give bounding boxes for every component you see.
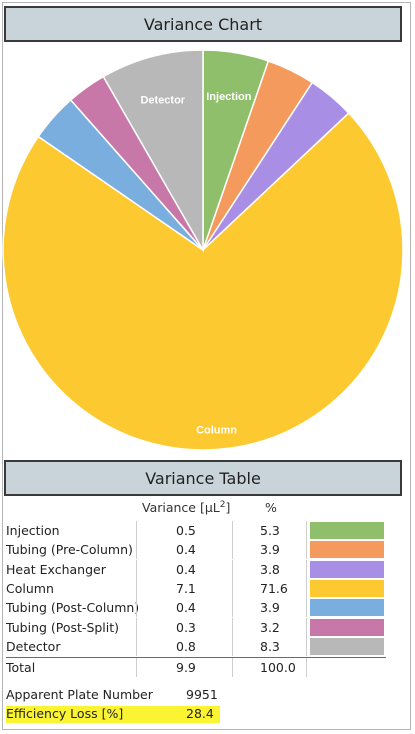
variance-header: Variance [µL2]	[142, 500, 231, 516]
table-row-tubing-post-column: Tubing (Post-Column) 0.4 3.9	[6, 598, 402, 618]
row-percent: 3.2	[260, 619, 280, 635]
table-row-tubing-post-split: Tubing (Post-Split) 0.3 3.2	[6, 617, 402, 637]
row-percent: 71.6	[260, 580, 288, 596]
row-percent: 100.0	[260, 660, 296, 676]
column-separator	[232, 636, 233, 656]
column-separator	[306, 559, 307, 579]
column-separator	[136, 559, 137, 579]
column-separator	[306, 598, 307, 618]
efficiency-loss-label: Efficiency Loss [%]	[6, 706, 124, 721]
color-swatch	[310, 599, 384, 617]
row-name: Tubing (Post-Split)	[6, 619, 120, 635]
table-row-tubing-pre-column: Tubing (Pre-Column) 0.4 3.9	[6, 540, 402, 560]
column-separator	[306, 521, 307, 540]
column-separator	[232, 617, 233, 637]
variance-pie-chart: Injection Column Detector	[2, 49, 404, 451]
efficiency-loss-value: 28.4	[186, 706, 214, 721]
column-separator	[306, 636, 307, 656]
column-separator	[136, 578, 137, 598]
percent-header: %	[265, 500, 277, 515]
plate-number-row: Apparent Plate Number 9951	[6, 687, 218, 702]
column-separator	[306, 617, 307, 637]
row-name: Column	[6, 580, 54, 596]
column-separator	[232, 521, 233, 540]
column-separator	[306, 540, 307, 560]
pie-slice-column[interactable]	[2, 112, 404, 451]
row-name: Injection	[6, 523, 60, 538]
row-variance: 0.5	[176, 523, 196, 538]
column-separator	[232, 559, 233, 579]
efficiency-loss-row: Efficiency Loss [%] 28.4	[6, 706, 220, 723]
row-name: Tubing (Post-Column)	[6, 600, 140, 616]
total-divider	[6, 657, 386, 659]
column-separator	[136, 636, 137, 656]
table-row-injection: Injection 0.5 5.3	[6, 521, 402, 540]
color-swatch	[310, 541, 384, 559]
row-percent: 5.3	[260, 523, 280, 538]
color-swatch	[310, 579, 384, 597]
column-separator	[136, 658, 137, 678]
table-row-detector: Detector 0.8 8.3	[6, 636, 402, 656]
pie-label-column: Column	[196, 424, 237, 436]
column-separator	[136, 617, 137, 637]
pie-label-injection: Injection	[206, 91, 252, 103]
row-variance: 0.4	[176, 542, 196, 558]
plate-number-value: 9951	[186, 687, 218, 702]
column-separator	[232, 658, 233, 678]
table-title: Variance Table	[4, 460, 402, 496]
pie-label-detector: Detector	[140, 94, 185, 106]
row-variance: 9.9	[176, 660, 196, 676]
row-name: Detector	[6, 638, 61, 654]
color-swatch	[310, 522, 384, 539]
row-percent: 8.3	[260, 638, 280, 654]
row-variance: 0.4	[176, 561, 196, 577]
table-row-total: Total 9.9 100.0	[6, 658, 402, 678]
row-name: Heat Exchanger	[6, 561, 106, 577]
color-swatch	[310, 637, 384, 655]
column-separator	[136, 521, 137, 540]
column-separator	[232, 578, 233, 598]
color-swatch	[310, 560, 384, 578]
chart-title: Variance Chart	[4, 6, 402, 42]
column-separator	[306, 578, 307, 598]
pie-slice-detector[interactable]	[102, 49, 204, 253]
row-variance: 0.4	[176, 600, 196, 616]
column-separator	[136, 598, 137, 618]
row-name: Tubing (Pre-Column)	[6, 542, 133, 558]
column-separator	[232, 540, 233, 560]
column-separator	[306, 658, 307, 678]
row-variance: 0.3	[176, 619, 196, 635]
row-variance: 0.8	[176, 638, 196, 654]
plate-number-label: Apparent Plate Number	[6, 687, 153, 702]
row-percent: 3.9	[260, 542, 280, 558]
row-variance: 7.1	[176, 580, 196, 596]
row-percent: 3.9	[260, 600, 280, 616]
panel-frame	[2, 2, 411, 730]
color-swatch	[310, 618, 384, 636]
row-percent: 3.8	[260, 561, 280, 577]
column-separator	[232, 598, 233, 618]
column-separator	[136, 540, 137, 560]
table-row-column: Column 7.1 71.6	[6, 578, 402, 598]
row-name: Total	[6, 660, 36, 676]
table-row-heat-exchanger: Heat Exchanger 0.4 3.8	[6, 559, 402, 579]
